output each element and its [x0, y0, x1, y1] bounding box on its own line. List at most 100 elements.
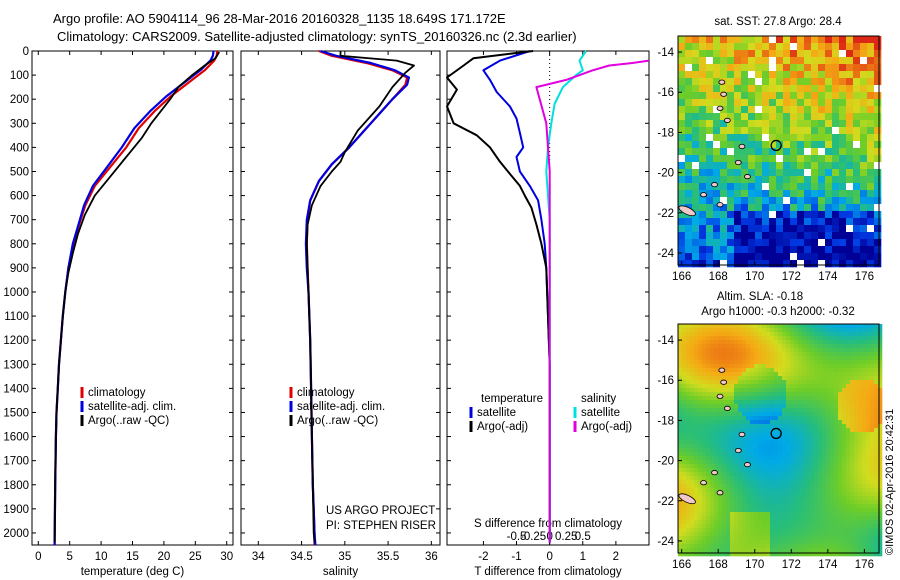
map-cell [842, 504, 847, 509]
map-cell [794, 324, 799, 329]
map-cell [798, 360, 803, 365]
map-cell [734, 183, 742, 191]
map-cell [804, 162, 812, 170]
map-cell [778, 412, 783, 417]
map-cell [734, 424, 739, 429]
island-shape [700, 480, 707, 486]
map-cell [722, 456, 727, 461]
map-cell [750, 500, 755, 505]
map-cell [748, 253, 756, 261]
map-cell [713, 113, 721, 121]
map-cell [702, 532, 707, 537]
map-cell [802, 396, 807, 401]
map-cell [706, 488, 711, 493]
map-cell [786, 368, 791, 373]
map-cell [762, 476, 767, 481]
map-cell [782, 440, 787, 445]
map-cell [682, 444, 687, 449]
map-cell [862, 344, 867, 349]
map-cell [850, 548, 855, 553]
map-cell [762, 364, 767, 369]
map-cell [774, 544, 779, 549]
map-cell [866, 460, 871, 465]
map-cell [762, 480, 767, 485]
map-cell [850, 448, 855, 453]
map-cell [699, 57, 707, 65]
map-cell [878, 480, 883, 485]
map-cell [758, 356, 763, 361]
map-cell [774, 408, 779, 413]
map-cell [758, 412, 763, 417]
map-cell [774, 496, 779, 501]
map-cell [854, 448, 859, 453]
map-cell [762, 444, 767, 449]
map-cell [858, 472, 863, 477]
map-cell [685, 253, 693, 261]
map-cell [862, 480, 867, 485]
map-cell [842, 352, 847, 357]
map-cell [830, 480, 835, 485]
map-cell [699, 71, 707, 79]
map-cell [858, 372, 863, 377]
map-cell [878, 432, 883, 437]
map-cell [754, 480, 759, 485]
map-cell [722, 376, 727, 381]
map-cell [778, 464, 783, 469]
map-cell [870, 532, 875, 537]
map-cell [834, 472, 839, 477]
map-cell [854, 500, 859, 505]
map-cell [774, 484, 779, 489]
map-cell [770, 512, 775, 517]
difference-series-line [545, 50, 587, 543]
map-cell [762, 440, 767, 445]
map-cell [726, 372, 731, 377]
map-cell [762, 239, 770, 247]
map-cell [794, 348, 799, 353]
depth-tick-label: 900 [10, 263, 29, 275]
map-cell [706, 328, 711, 333]
map-cell [754, 484, 759, 489]
map-cell [778, 508, 783, 513]
map-cell [714, 384, 719, 389]
map-cell [738, 520, 743, 525]
map-cell [722, 468, 727, 473]
map-cell [798, 472, 803, 477]
map-cell [810, 392, 815, 397]
map-cell [838, 496, 843, 501]
map-cell [878, 420, 883, 425]
map-cell [867, 218, 875, 226]
sla_map-ytick-label: -20 [657, 456, 674, 468]
map-cell [850, 508, 855, 513]
map-cell [698, 500, 703, 505]
map-cell [706, 468, 711, 473]
map-cell [850, 380, 855, 385]
map-cell [726, 396, 731, 401]
map-cell [678, 141, 686, 149]
map-cell [758, 372, 763, 377]
map-cell [818, 197, 826, 205]
map-cell [734, 352, 739, 357]
map-cell [734, 492, 739, 497]
map-cell [790, 155, 798, 163]
map-cell [778, 480, 783, 485]
map-cell [713, 155, 721, 163]
map-cell [694, 476, 699, 481]
map-cell [710, 480, 715, 485]
map-cell [726, 472, 731, 477]
map-cell [758, 476, 763, 481]
map-cell [755, 120, 763, 128]
map-cell [797, 64, 805, 72]
map-cell [686, 324, 691, 329]
map-cell [798, 512, 803, 517]
map-cell [802, 496, 807, 501]
map-cell [706, 464, 711, 469]
map-cell [860, 176, 868, 184]
map-cell [706, 484, 711, 489]
map-cell [678, 548, 683, 553]
map-cell [678, 404, 683, 409]
map-cell [690, 484, 695, 489]
map-cell [758, 360, 763, 365]
map-cell [830, 432, 835, 437]
map-cell [778, 448, 783, 453]
map-cell [774, 464, 779, 469]
